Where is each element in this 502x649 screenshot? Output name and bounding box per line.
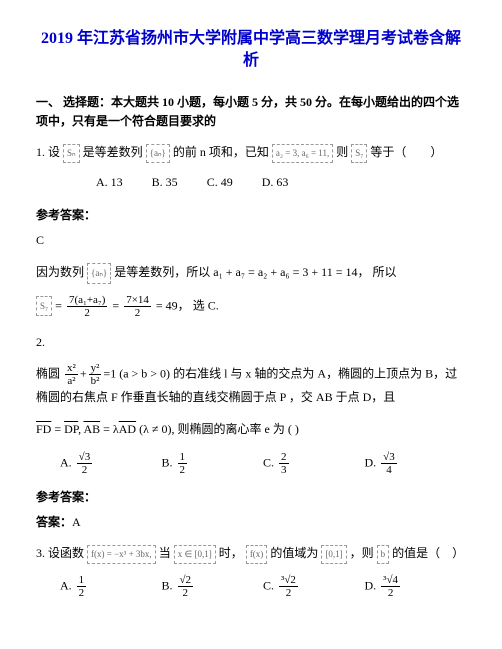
q3-text: ，则 [350, 546, 374, 560]
fraction: 23 [279, 451, 289, 476]
q1-text: 则 [336, 145, 348, 159]
opt-label: C. [263, 578, 274, 592]
question-3: 3. 设函数 f(x) = −x³ + 3bx, 当 x ∈ [0,1] 时， … [36, 544, 466, 563]
fraction: x²a² [65, 362, 78, 387]
text: = 49， [156, 298, 190, 312]
formula-icon: f(x) = −x³ + 3bx, [87, 545, 156, 563]
text: 椭圆 [36, 366, 60, 380]
formula-icon: b [377, 545, 390, 563]
fraction: 7×142 [124, 294, 151, 319]
q3-text: 当 [159, 546, 171, 560]
option-c: C. ³√22 [263, 574, 365, 599]
opt-label: B. [162, 455, 173, 469]
opt-label: A. [60, 455, 72, 469]
formula-icon: {aₙ} [146, 144, 170, 162]
q1-text: 的前 n 项和，已知 [173, 145, 269, 159]
question-1: 1. 设 Sₙ 是等差数列 {aₙ} 的前 n 项和，已知 a₂ = 3, a₆… [36, 143, 466, 162]
q3-text: 的值是（ ） [392, 546, 464, 560]
fraction: √34 [381, 451, 397, 476]
q1-text: 等于（ ） [370, 145, 442, 159]
formula-icon: f(x) [246, 545, 268, 563]
opt-label: D. [365, 578, 377, 592]
formula-icon: {aₙ} [87, 263, 111, 283]
q2-text: 2. [36, 335, 45, 349]
option-d: D. ³√42 [365, 574, 467, 599]
q1-explanation: 因为数列 {aₙ} 是等差数列，所以 a₁ + a₇ = a₂ + a₆ = 3… [36, 262, 466, 284]
formula-icon: S₇ [351, 144, 367, 162]
q1-text: 1. 设 [36, 145, 60, 159]
formula-icon: S₇ [36, 296, 52, 316]
q3-options: A. 12 B. √22 C. ³√22 D. ³√42 [36, 574, 466, 599]
q3-text: 3. 设函数 [36, 546, 84, 560]
q1-options: A. 13 B. 35 C. 49 D. 63 [36, 173, 466, 192]
formula-icon: Sₙ [63, 144, 80, 162]
section-header: 一、 选择题：本大题共 10 小题，每小题 5 分，共 50 分。在每小题给出的… [36, 93, 466, 131]
fraction: y²b² [89, 362, 102, 387]
fraction: 12 [77, 574, 87, 599]
ref-answer-label: 参考答案： [36, 206, 466, 225]
page-title: 2019 年江苏省扬州市大学附属中学高三数学理月考试卷含解析 [36, 28, 466, 73]
q2-answer: 答案：A [36, 513, 466, 532]
q1-answer: C [36, 231, 466, 250]
option-b: B. 35 [152, 175, 178, 189]
q3-text: 时， [219, 546, 243, 560]
option-a: A. 12 [60, 574, 162, 599]
option-c: C. 23 [263, 451, 365, 476]
ans-label: 答案： [36, 515, 72, 529]
text: = [55, 298, 62, 312]
text: (a > b > 0) [119, 366, 170, 380]
text: = [112, 298, 119, 312]
vector: AB [83, 422, 100, 436]
text: 则椭圆的离心率 e 为 ( ) [178, 422, 299, 436]
ans-val: A [72, 515, 81, 529]
q1-explanation-2: S₇ = 7(a₁+a₇)2 = 7×142 = 49， 选 C. [36, 294, 466, 319]
text: 因为数列 [36, 265, 84, 279]
opt-label: A. [60, 578, 72, 592]
formula-icon: a₂ = 3, a₆ = 11, [272, 144, 333, 162]
fraction: √32 [77, 451, 93, 476]
opt-label: D. [365, 455, 377, 469]
formula-icon: [0,1] [321, 545, 346, 563]
q3-text: 的值域为 [270, 546, 318, 560]
q2-body: 椭圆 x²a²+y²b²=1 (a > b > 0) 的右准线 l 与 x 轴的… [36, 362, 466, 409]
vector: AD [119, 422, 136, 436]
option-b: B. √22 [162, 574, 264, 599]
option-a: A. 13 [96, 175, 123, 189]
fraction: √22 [178, 574, 194, 599]
text: 选 C. [193, 298, 219, 312]
text: 是等差数列，所以 [114, 265, 210, 279]
question-2: 2. [36, 333, 466, 352]
q2-body2: FD = DP, AB = λAD (λ ≠ 0), 则椭圆的离心率 e 为 (… [36, 419, 466, 441]
option-d: D. √34 [365, 451, 467, 476]
opt-label: B. [162, 578, 173, 592]
fraction: ³√42 [381, 574, 400, 599]
fraction: 7(a₁+a₇)2 [67, 294, 107, 319]
q2-options: A. √32 B. 12 C. 23 D. √34 [36, 451, 466, 476]
formula-icon: x ∈ [0,1] [174, 545, 216, 563]
text: a₁ + a₇ = a₂ + a₆ = 3 + 11 = 14， [213, 265, 369, 279]
q1-text: 是等差数列 [83, 145, 143, 159]
opt-label: C. [263, 455, 274, 469]
option-a: A. √32 [60, 451, 162, 476]
option-d: D. 63 [262, 175, 289, 189]
option-b: B. 12 [162, 451, 264, 476]
vector: DP [64, 422, 78, 436]
vector: FD [36, 422, 51, 436]
option-c: C. 49 [207, 175, 233, 189]
ref-answer-label: 参考答案： [36, 488, 466, 507]
fraction: 12 [178, 451, 188, 476]
fraction: ³√22 [279, 574, 298, 599]
text: 所以 [372, 265, 396, 279]
